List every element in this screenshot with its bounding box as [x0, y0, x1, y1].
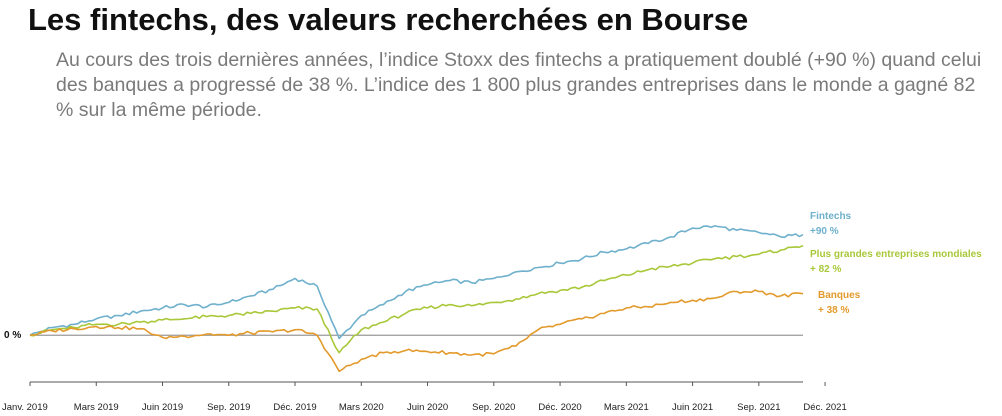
- x-tick-label: Déc. 2020: [538, 402, 581, 413]
- x-tick-label: Mars 2019: [74, 402, 119, 413]
- chart-title: Les fintechs, des valeurs recherchées en…: [28, 2, 749, 37]
- series-line-1: [29, 225, 804, 340]
- x-tick-label: Sep. 2019: [207, 402, 250, 413]
- legend-series-change: + 82 %: [810, 264, 842, 275]
- legend-series-change: + 38 %: [818, 305, 850, 316]
- legend-series-name: Fintechs: [810, 211, 852, 222]
- x-tick-label: Juin 2020: [407, 402, 448, 413]
- zero-label: 0 %: [4, 330, 21, 341]
- x-tick-label: Sep. 2020: [472, 402, 515, 413]
- x-tick-label: Janv. 2019: [2, 402, 48, 413]
- x-tick-label: Déc. 2021: [803, 402, 846, 413]
- series-line-3: [29, 289, 804, 373]
- x-tick-label: Mars 2020: [339, 402, 384, 413]
- x-tick-label: Mars 2021: [604, 402, 649, 413]
- x-tick-label: Juin 2019: [142, 402, 183, 413]
- legend-series-name: Plus grandes entreprises mondiales: [810, 249, 982, 260]
- series-line-2: [29, 244, 804, 354]
- legend-series-change: +90 %: [810, 226, 839, 237]
- x-tick-label: Déc. 2019: [273, 402, 316, 413]
- chart-subtitle: Au cours des trois dernières années, l’i…: [56, 49, 982, 121]
- x-tick-label: Juin 2021: [672, 402, 713, 413]
- legend-series-name: Banques: [818, 290, 861, 301]
- x-tick-label: Sep. 2021: [737, 402, 780, 413]
